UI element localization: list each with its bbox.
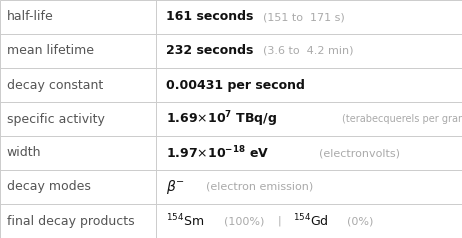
Text: decay modes: decay modes (7, 180, 91, 193)
Text: width: width (7, 147, 42, 159)
Text: $^{154}$Gd: $^{154}$Gd (293, 213, 329, 229)
Text: $\mathbf{1.69}{\times}\mathbf{10}^{\mathbf{7}}$ TBq/g: $\mathbf{1.69}{\times}\mathbf{10}^{\math… (166, 109, 277, 129)
Text: mean lifetime: mean lifetime (7, 45, 94, 58)
Text: |: | (277, 216, 281, 226)
Text: (electronvolts): (electronvolts) (319, 148, 400, 158)
Text: 161 seconds: 161 seconds (166, 10, 254, 24)
Text: $^{154}$Sm: $^{154}$Sm (166, 213, 205, 229)
Text: (100%): (100%) (224, 216, 264, 226)
Text: (terabecquerels per gram): (terabecquerels per gram) (342, 114, 462, 124)
Text: (151 to  171 s): (151 to 171 s) (263, 12, 345, 22)
Text: (3.6 to  4.2 min): (3.6 to 4.2 min) (263, 46, 354, 56)
Text: $\mathbf{1.97}{\times}\mathbf{10}^{\mathbf{-18}}$ eV: $\mathbf{1.97}{\times}\mathbf{10}^{\math… (166, 145, 269, 161)
Text: half-life: half-life (7, 10, 54, 24)
Text: specific activity: specific activity (7, 113, 105, 125)
Text: $\beta^{-}$: $\beta^{-}$ (166, 178, 185, 196)
Text: 0.00431 per second: 0.00431 per second (166, 79, 305, 91)
Text: decay constant: decay constant (7, 79, 103, 91)
Text: 232 seconds: 232 seconds (166, 45, 254, 58)
Text: (electron emission): (electron emission) (206, 182, 313, 192)
Text: final decay products: final decay products (7, 214, 134, 228)
Text: (0%): (0%) (346, 216, 373, 226)
